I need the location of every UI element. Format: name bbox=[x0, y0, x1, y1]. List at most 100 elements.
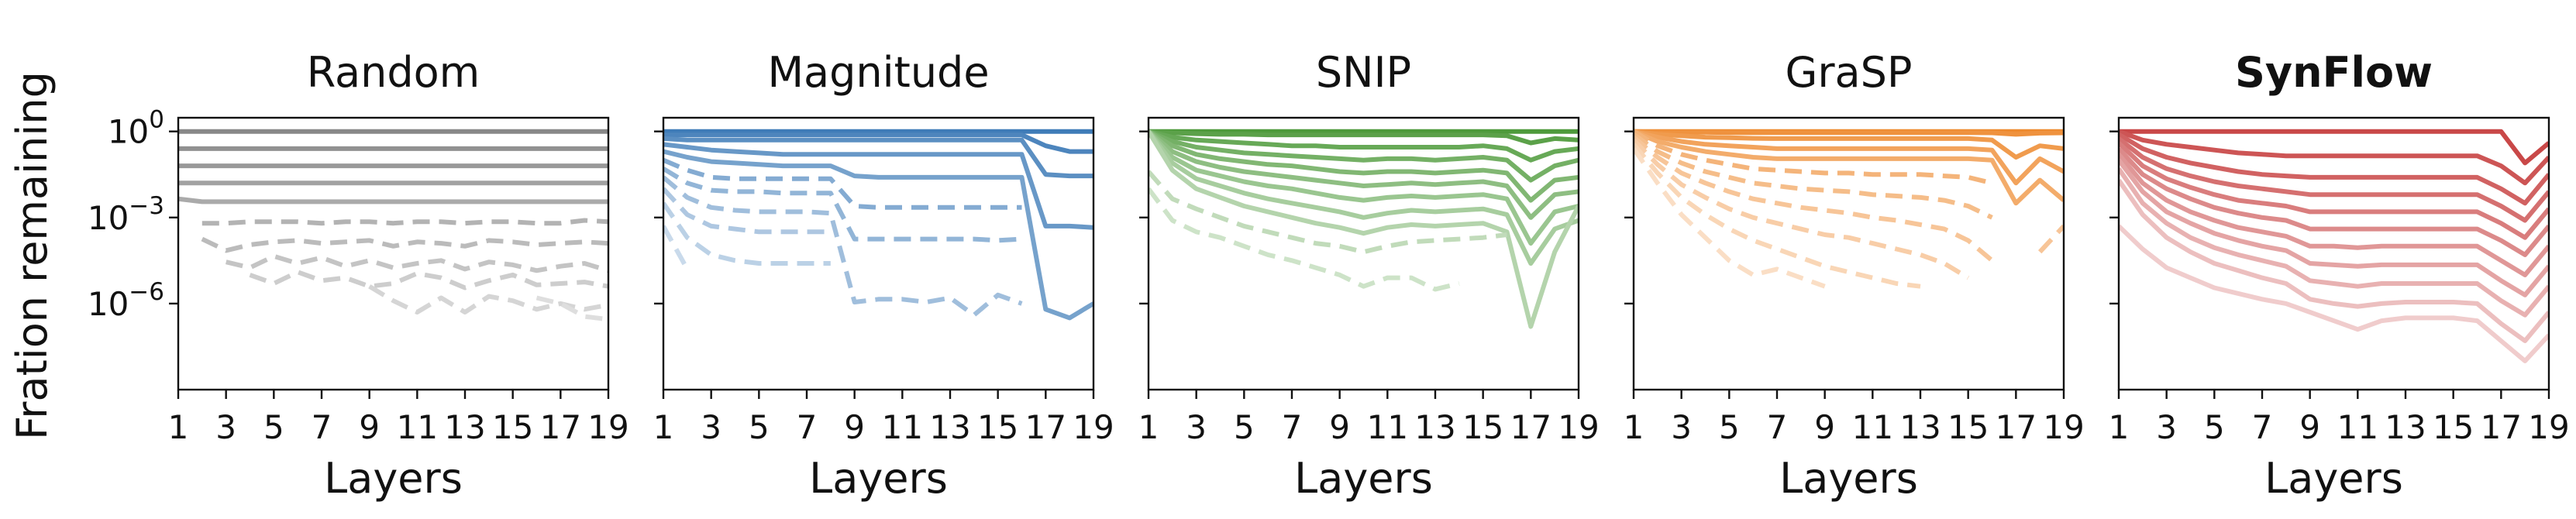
x-tick-label: 5 bbox=[1234, 408, 1255, 446]
series-line-9 bbox=[1149, 130, 1579, 329]
x-tick-label: 1 bbox=[2109, 408, 2130, 446]
x-tick-label: 3 bbox=[1186, 408, 1207, 446]
x-tick-label: 1 bbox=[653, 408, 674, 446]
x-tick-label: 17 bbox=[540, 408, 581, 446]
x-tick-label: 3 bbox=[215, 408, 236, 446]
series-line-11 bbox=[536, 295, 608, 322]
axes-frame bbox=[1632, 116, 2065, 391]
axes-frame bbox=[1147, 116, 1580, 391]
series-line-3 bbox=[663, 136, 1093, 179]
series-line-9 bbox=[663, 187, 831, 235]
x-tick-label: 7 bbox=[797, 408, 818, 446]
panel-title: Magnitude bbox=[767, 48, 989, 97]
x-tick-label: 1 bbox=[1138, 408, 1159, 446]
x-tick-label: 9 bbox=[359, 408, 380, 446]
series-line-6 bbox=[1634, 129, 1993, 186]
series-line-10 bbox=[1149, 170, 1507, 255]
series-group bbox=[663, 129, 1093, 321]
x-tick-label: 7 bbox=[1282, 408, 1303, 446]
x-tick-label: 11 bbox=[1367, 408, 1408, 446]
series-line-10 bbox=[663, 201, 831, 266]
series-line-11 bbox=[663, 225, 690, 270]
axes-frame bbox=[177, 116, 610, 391]
series-line-5 bbox=[1634, 129, 2064, 206]
series-line-7 bbox=[663, 167, 1022, 243]
y-tick-label: 10−3 bbox=[88, 192, 164, 237]
series-line-4 bbox=[2119, 136, 2549, 223]
x-axis-label: Layers bbox=[809, 454, 948, 503]
series-line-4 bbox=[663, 142, 1093, 230]
series-line-5 bbox=[1149, 129, 1579, 203]
series-line-5 bbox=[2119, 141, 2549, 240]
x-tick-label: 7 bbox=[312, 408, 332, 446]
x-tick-label: 17 bbox=[2481, 408, 2522, 446]
x-tick-label: 15 bbox=[2433, 408, 2474, 446]
x-tick-label: 17 bbox=[1510, 408, 1551, 446]
x-tick-label: 19 bbox=[1073, 408, 1114, 446]
x-tick-label: 1 bbox=[1624, 408, 1644, 446]
x-tick-label: 13 bbox=[929, 408, 970, 446]
x-axis-label: Layers bbox=[2264, 454, 2403, 503]
x-tick-label: 15 bbox=[977, 408, 1018, 446]
x-tick-label: 9 bbox=[2299, 408, 2320, 446]
x-tick-label: 11 bbox=[397, 408, 438, 446]
x-tick-label: 11 bbox=[1852, 408, 1893, 446]
x-tick-label: 7 bbox=[1767, 408, 1788, 446]
series-line-6 bbox=[663, 157, 1022, 210]
x-tick-label: 15 bbox=[492, 408, 533, 446]
series-line-2 bbox=[663, 132, 1093, 154]
axes-frame bbox=[662, 116, 1095, 391]
series-line-8 bbox=[1634, 135, 2064, 263]
series-line-5 bbox=[663, 149, 1093, 321]
x-tick-label: 19 bbox=[2043, 408, 2084, 446]
series-group bbox=[1634, 129, 2064, 289]
x-tick-label: 15 bbox=[1947, 408, 1989, 446]
x-tick-label: 13 bbox=[1899, 408, 1941, 446]
series-line-6 bbox=[1149, 129, 1579, 220]
x-tick-label: 17 bbox=[1996, 408, 2037, 446]
x-tick-label: 5 bbox=[1719, 408, 1740, 446]
x-tick-label: 1 bbox=[168, 408, 189, 446]
x-tick-label: 17 bbox=[1025, 408, 1066, 446]
series-line-2 bbox=[1149, 129, 1579, 146]
y-tick-label: 10−6 bbox=[88, 278, 164, 323]
series-line-3 bbox=[1634, 129, 2064, 160]
series-line-10 bbox=[1634, 143, 1921, 289]
series-line-5 bbox=[178, 196, 608, 205]
x-axis-label: Layers bbox=[1294, 454, 1433, 503]
x-tick-label: 9 bbox=[1814, 408, 1835, 446]
x-tick-label: 5 bbox=[749, 408, 770, 446]
series-line-8 bbox=[663, 175, 1023, 318]
series-line-6 bbox=[2119, 146, 2549, 257]
x-tick-label: 9 bbox=[844, 408, 865, 446]
x-tick-label: 15 bbox=[1462, 408, 1503, 446]
x-tick-label: 5 bbox=[2204, 408, 2225, 446]
series-line-10 bbox=[2119, 178, 2549, 343]
x-tick-label: 13 bbox=[1414, 408, 1455, 446]
series-line-2 bbox=[2119, 129, 2549, 186]
series-group bbox=[1149, 129, 1579, 329]
x-tick-label: 5 bbox=[263, 408, 284, 446]
x-axis-label: Layers bbox=[324, 454, 463, 503]
axes-frame bbox=[2117, 116, 2550, 391]
series-line-11 bbox=[1634, 147, 1826, 289]
x-tick-label: 13 bbox=[444, 408, 485, 446]
series-line-9 bbox=[249, 270, 608, 290]
x-tick-label: 3 bbox=[701, 408, 721, 446]
series-line-3 bbox=[1149, 129, 1579, 163]
y-tick-label: 100 bbox=[108, 106, 164, 151]
panel-title: GraSP bbox=[1786, 48, 1913, 97]
x-tick-label: 13 bbox=[2385, 408, 2426, 446]
series-line-6 bbox=[201, 218, 608, 226]
x-tick-label: 7 bbox=[2252, 408, 2273, 446]
series-line-9 bbox=[1634, 138, 1970, 280]
series-line-8 bbox=[1149, 129, 1579, 266]
series-line-4 bbox=[1149, 129, 1579, 183]
series-group bbox=[2119, 129, 2549, 363]
